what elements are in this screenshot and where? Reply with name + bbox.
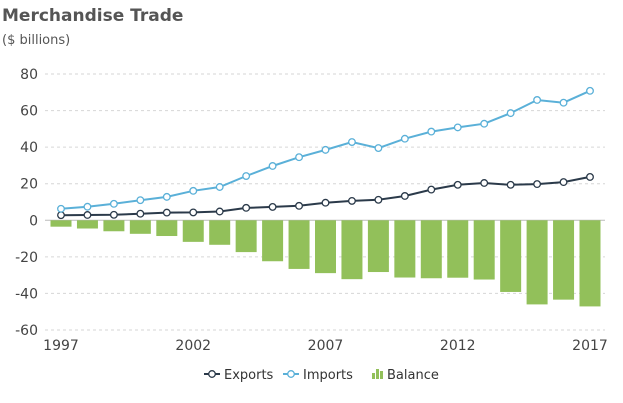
imports-point <box>348 138 356 146</box>
balance-bar <box>526 220 548 305</box>
exports-point <box>533 180 542 189</box>
chart-subtitle: ($ billions) <box>2 33 71 48</box>
imports-point <box>427 127 436 136</box>
imports-point <box>295 153 303 162</box>
imports-point <box>268 162 277 170</box>
balance-bar <box>209 220 231 245</box>
x-tick-label: 2017 <box>572 338 608 354</box>
balance-bar <box>76 220 98 229</box>
balance-bar <box>103 220 125 232</box>
balance-bar <box>579 220 601 307</box>
exports-point <box>506 180 515 189</box>
balance-bar <box>50 220 72 227</box>
exports-point <box>189 208 198 217</box>
imports-point <box>400 134 409 143</box>
imports-legend-marker <box>287 370 295 378</box>
exports-point <box>321 198 330 207</box>
balance-legend-label: Balance <box>387 368 439 383</box>
balance-legend-symbol <box>372 373 375 379</box>
y-tick-label: 60 <box>20 104 38 120</box>
balance-bar <box>129 220 151 234</box>
imports-point <box>189 186 198 195</box>
balance-legend-symbol <box>380 371 383 379</box>
balance-bar <box>262 220 284 262</box>
balance-bar <box>473 220 495 280</box>
y-tick-label: 80 <box>20 67 38 83</box>
y-tick-label: -60 <box>15 323 38 339</box>
balance-bar <box>500 220 522 292</box>
x-tick-label: 2002 <box>175 338 211 354</box>
balance-bar <box>447 220 469 278</box>
exports-point <box>268 202 277 211</box>
imports-point <box>136 196 145 205</box>
exports-point <box>453 180 462 189</box>
exports-point <box>374 195 383 204</box>
exports-point <box>559 178 568 187</box>
x-tick-label: 2007 <box>308 338 344 354</box>
balance-bar <box>182 220 204 242</box>
exports-point <box>480 179 489 187</box>
imports-point <box>586 86 594 95</box>
balance-bar <box>235 220 257 253</box>
balance-bar <box>341 220 363 280</box>
chart-title: Merchandise Trade <box>2 6 184 26</box>
imports-point <box>215 183 224 191</box>
imports-point <box>242 172 251 180</box>
imports-point <box>559 98 568 107</box>
exports-point <box>242 203 251 212</box>
y-tick-label: -20 <box>15 250 38 266</box>
balance-bars <box>50 220 601 307</box>
exports-point <box>136 209 145 218</box>
exports-point <box>427 185 436 194</box>
y-tick-label: -40 <box>15 286 38 302</box>
x-tick-label: 2012 <box>440 338 476 354</box>
balance-bar <box>553 220 575 300</box>
imports-point <box>57 204 65 213</box>
exports-point <box>162 208 171 217</box>
balance-bar <box>315 220 336 274</box>
exports-legend-marker <box>208 370 216 378</box>
exports-point <box>215 207 224 216</box>
imports-point <box>506 109 515 118</box>
balance-bar <box>156 220 178 237</box>
imports-point <box>374 144 383 153</box>
exports-point <box>586 172 594 181</box>
exports-point <box>57 211 65 220</box>
imports-point <box>162 192 171 201</box>
series-lines <box>57 86 594 220</box>
exports-point <box>295 201 303 210</box>
legend[interactable]: Exports Imports Balance <box>204 368 439 383</box>
balance-bar <box>394 220 416 278</box>
imports-point <box>109 199 118 208</box>
y-tick-label: 20 <box>20 177 38 193</box>
exports-point <box>83 211 92 219</box>
y-tick-label: 40 <box>20 140 38 156</box>
balance-bar <box>367 220 389 273</box>
imports-legend-label: Imports <box>303 368 353 383</box>
imports-point <box>83 202 92 211</box>
exports-point <box>348 196 356 205</box>
exports-point <box>400 192 409 200</box>
balance-bar <box>420 220 442 279</box>
balance-legend-symbol <box>376 369 379 379</box>
imports-point <box>321 145 330 154</box>
axis-labels: 80 60 40 20 0 -20 -40 -60 1997 2002 2007 2012 2017 <box>15 67 608 354</box>
exports-legend-label: Exports <box>224 368 274 383</box>
y-tick-label: 0 <box>29 213 38 229</box>
imports-point <box>453 123 462 132</box>
imports-point <box>480 119 489 128</box>
exports-point <box>109 210 118 219</box>
balance-bar <box>288 220 310 269</box>
imports-point <box>533 96 542 104</box>
x-tick-label: 1997 <box>43 338 79 354</box>
